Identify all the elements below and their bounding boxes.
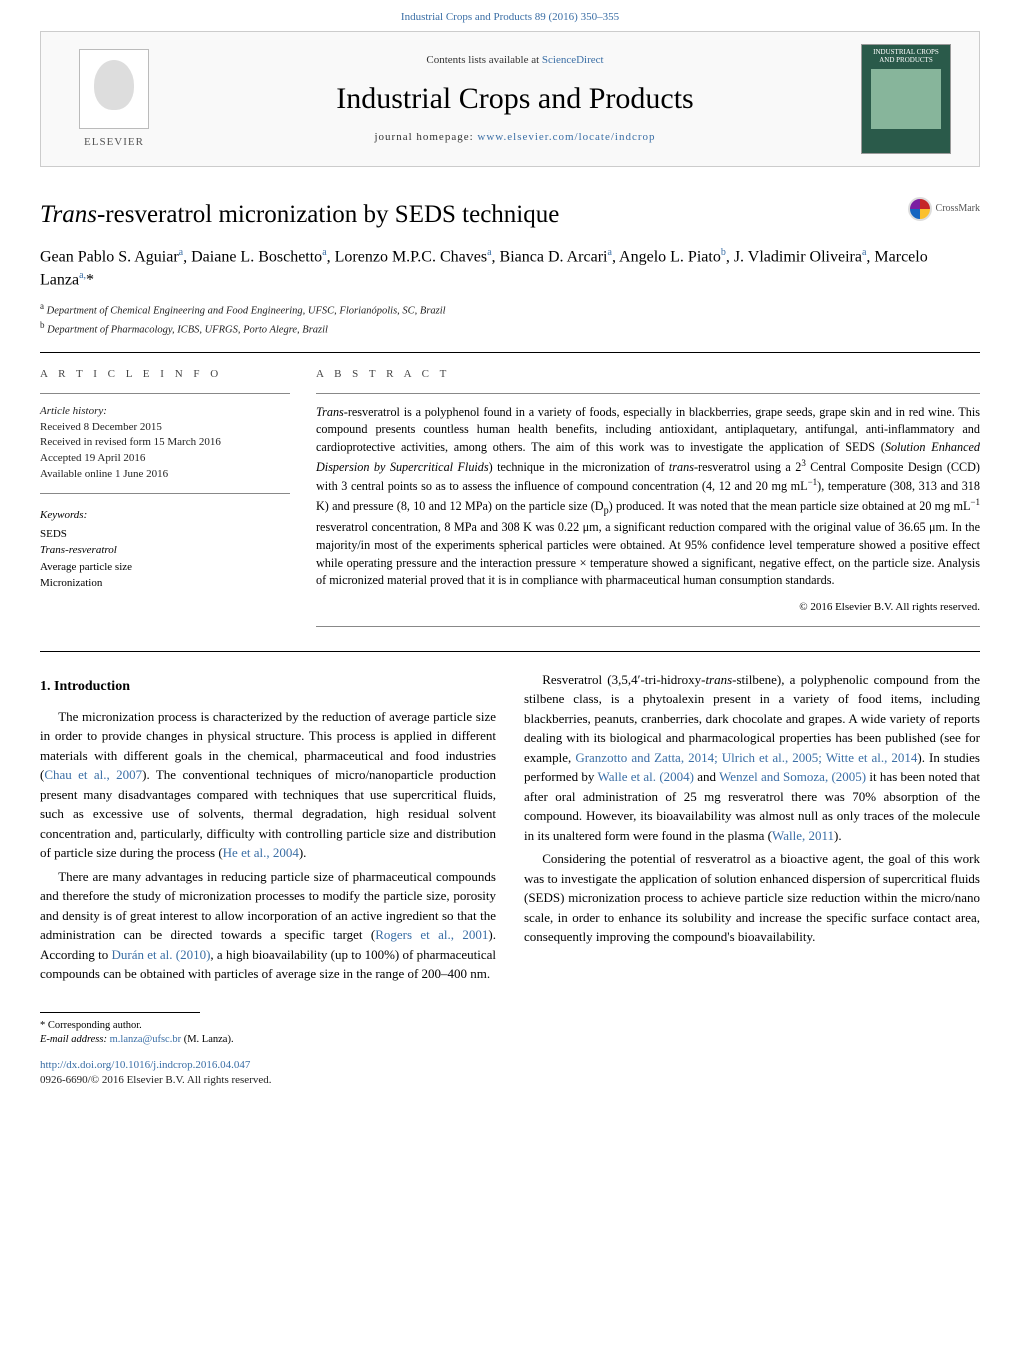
crossmark-icon [908, 197, 932, 221]
journal-cover-thumb: INDUSTRIAL CROPS AND PRODUCTS [861, 44, 951, 154]
crossmark-label: CrossMark [936, 202, 980, 216]
history-line: Available online 1 June 2016 [40, 468, 168, 480]
homepage-prefix: journal homepage: [374, 131, 477, 143]
publisher-block: ELSEVIER [59, 49, 169, 150]
sciencedirect-link[interactable]: ScienceDirect [542, 54, 604, 66]
email-name: (M. Lanza). [184, 1034, 234, 1045]
homepage-link[interactable]: www.elsevier.com/locate/indcrop [477, 131, 655, 143]
contents-line: Contents lists available at ScienceDirec… [169, 53, 861, 68]
body-columns: 1. Introduction The micronization proces… [40, 670, 980, 984]
cover-image-icon [871, 69, 941, 129]
contents-prefix: Contents lists available at [426, 54, 541, 66]
cover-title: INDUSTRIAL CROPS AND PRODUCTS [866, 49, 946, 64]
keyword: SEDS [40, 528, 67, 540]
copyright-line: © 2016 Elsevier B.V. All rights reserved… [316, 600, 980, 615]
body-paragraph: Considering the potential of resveratrol… [524, 849, 980, 947]
affiliation: a Department of Chemical Engineering and… [40, 300, 980, 319]
journal-name: Industrial Crops and Products [169, 78, 861, 120]
crossmark-badge[interactable]: CrossMark [908, 197, 980, 221]
keywords-label: Keywords: [40, 508, 290, 523]
abstract-text: Trans-resveratrol is a polyphenol found … [316, 404, 980, 591]
body-paragraph: The micronization process is characteriz… [40, 707, 496, 863]
keyword: Trans-resveratrol [40, 544, 117, 556]
history-line: Received in revised form 15 March 2016 [40, 436, 221, 448]
keyword: Micronization [40, 577, 102, 589]
article-info-head: A R T I C L E I N F O [40, 367, 290, 382]
affiliation: b Department of Pharmacology, ICBS, UFRG… [40, 319, 980, 338]
email-link[interactable]: m.lanza@ufsc.br [110, 1034, 181, 1045]
doi-link[interactable]: http://dx.doi.org/10.1016/j.indcrop.2016… [40, 1059, 250, 1071]
history-line: Received 8 December 2015 [40, 421, 162, 433]
publisher-word: ELSEVIER [84, 135, 144, 150]
article-history: Article history: Received 8 December 201… [40, 404, 290, 484]
masthead: ELSEVIER Contents lists available at Sci… [40, 31, 980, 167]
keywords-list: SEDS Trans-resveratrol Average particle … [40, 526, 290, 592]
history-label: Article history: [40, 405, 107, 417]
authors-line: Gean Pablo S. Aguiara, Daiane L. Boschet… [40, 246, 980, 291]
issn-line: 0926-6690/© 2016 Elsevier B.V. All right… [40, 1073, 980, 1088]
abstract-head: A B S T R A C T [316, 367, 980, 382]
body-paragraph: There are many advantages in reducing pa… [40, 867, 496, 984]
email-label: E-mail address: [40, 1034, 107, 1045]
history-line: Accepted 19 April 2016 [40, 452, 145, 464]
corresponding-author: * Corresponding author. [40, 1019, 980, 1034]
body-paragraph: Resveratrol (3,5,4′-tri-hidroxy-trans-st… [524, 670, 980, 846]
article-title: Trans-resveratrol micronization by SEDS … [40, 197, 980, 232]
running-head-link[interactable]: Industrial Crops and Products 89 (2016) … [401, 11, 619, 23]
homepage-line: journal homepage: www.elsevier.com/locat… [169, 130, 861, 145]
footer: * Corresponding author. E-mail address: … [40, 1012, 980, 1089]
keyword: Average particle size [40, 561, 132, 573]
intro-heading: 1. Introduction [40, 676, 496, 697]
affiliations: a Department of Chemical Engineering and… [40, 300, 980, 338]
elsevier-tree-icon [79, 49, 149, 129]
